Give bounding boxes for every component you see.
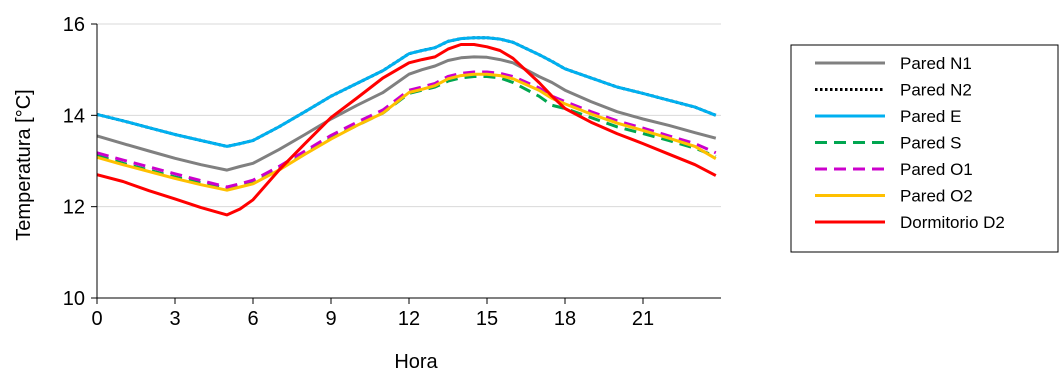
legend-box [790, 44, 1059, 253]
legend-label-pared-s: Pared S [900, 134, 961, 153]
x-tick-label: 9 [325, 308, 336, 330]
series-line-pared-n1 [96, 55, 717, 172]
legend-label-pared-e: Pared E [900, 107, 961, 126]
y-tick-label: 12 [63, 197, 85, 219]
legend-items: Pared N1 Pared N2 Pared E Pared S Pared O1 Pa… [815, 54, 1005, 232]
y-tick-label: 10 [63, 288, 85, 310]
x-tick-label: 0 [91, 308, 102, 330]
x-tick-label: 3 [169, 308, 180, 330]
x-axis-title: Hora [394, 351, 438, 371]
series-line-pared-o1 [96, 70, 717, 189]
y-tick-label: 16 [63, 14, 85, 36]
series-line-pared-o2 [96, 72, 717, 192]
series-line-dormitorio-d2 [96, 43, 717, 217]
series-line-pared-e [96, 36, 717, 148]
x-tick-label: 12 [398, 308, 420, 330]
legend-label-pared-n2: Pared N2 [900, 81, 972, 100]
legend-label-dormitorio-d2: Dormitorio D2 [900, 213, 1005, 232]
legend-label-pared-o2: Pared O2 [900, 187, 973, 206]
tick-labels: 0 3 6 9 12 15 18 21 10 12 14 16 [63, 14, 654, 330]
x-tick-label: 6 [247, 308, 258, 330]
x-tick-label: 21 [632, 308, 654, 330]
legend: Pared N1 Pared N2 Pared E Pared S Pared O1 Pa… [790, 44, 1059, 253]
y-axis-title: Temperatura [°C] [13, 89, 35, 240]
series-lines [96, 36, 717, 217]
x-tick-label: 15 [476, 308, 498, 330]
legend-label-pared-n1: Pared N1 [900, 54, 972, 73]
legend-label-pared-o1: Pared O1 [900, 160, 973, 179]
y-tick-label: 14 [63, 105, 85, 127]
axes [91, 23, 721, 304]
x-tick-label: 18 [554, 308, 576, 330]
